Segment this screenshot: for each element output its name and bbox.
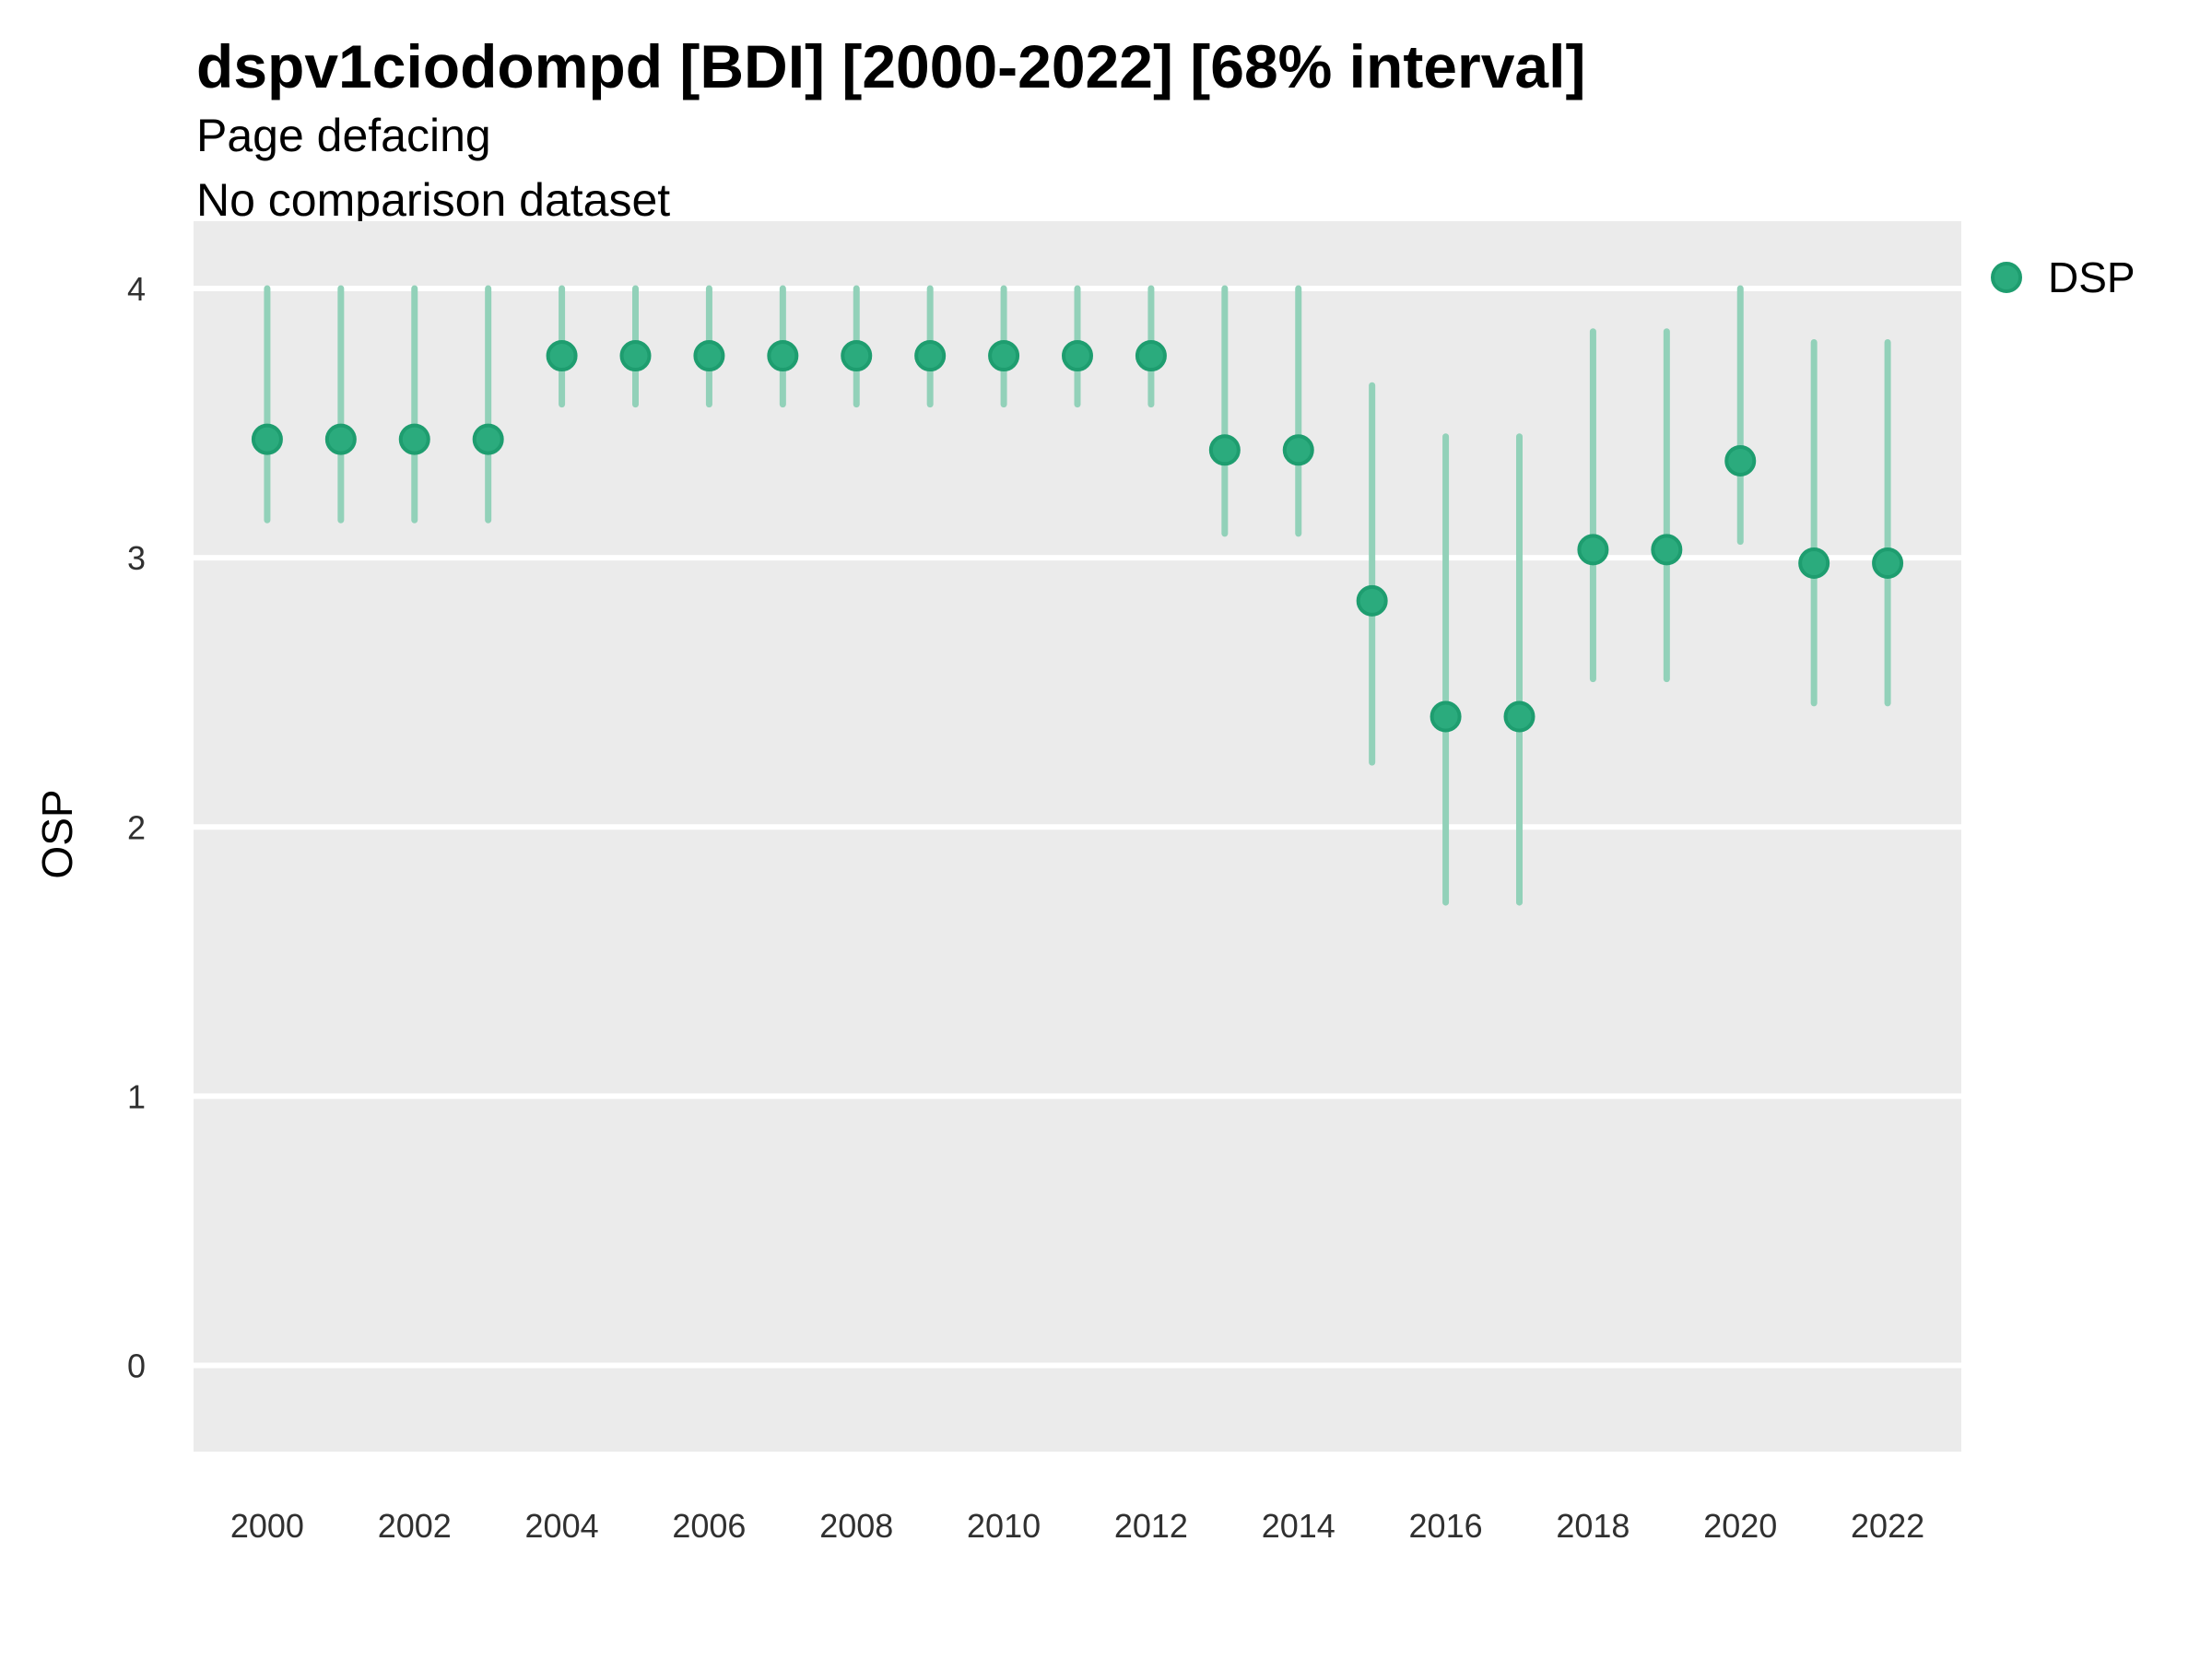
legend-label: DSP <box>2048 253 2136 301</box>
point-2000 <box>251 423 283 455</box>
point-2008 <box>841 340 873 372</box>
x-tick-2004: 2004 <box>525 1507 599 1545</box>
x-tick-2022: 2022 <box>1851 1507 1924 1545</box>
x-tick-2018: 2018 <box>1556 1507 1630 1545</box>
chart-title: dspv1ciodompd [BDI] [2000-2022] [68% int… <box>196 32 1586 100</box>
point-2016 <box>1430 700 1462 733</box>
point-2001 <box>324 423 357 455</box>
point-2021 <box>1798 547 1830 579</box>
point-2017 <box>1503 700 1535 733</box>
x-tick-2014: 2014 <box>1262 1507 1335 1545</box>
legend: DSP <box>1991 251 2136 304</box>
point-2006 <box>693 340 725 372</box>
legend-point-icon <box>1991 262 2022 293</box>
point-2022 <box>1872 547 1904 579</box>
point-2012 <box>1135 340 1167 372</box>
x-tick-2016: 2016 <box>1409 1507 1483 1545</box>
y-tick-2: 2 <box>127 808 146 846</box>
point-2010 <box>988 340 1020 372</box>
point-2002 <box>398 423 430 455</box>
point-2019 <box>1651 534 1683 566</box>
point-2005 <box>619 340 652 372</box>
y-tick-1: 1 <box>127 1077 146 1115</box>
point-2018 <box>1577 534 1609 566</box>
point-2020 <box>1724 444 1757 477</box>
point-2007 <box>767 340 799 372</box>
point-2004 <box>546 340 578 372</box>
point-2015 <box>1356 584 1388 617</box>
point-2014 <box>1282 434 1314 466</box>
point-2013 <box>1208 434 1241 466</box>
x-tick-2010: 2010 <box>967 1507 1041 1545</box>
x-tick-2012: 2012 <box>1114 1507 1188 1545</box>
chart-subtitle: Page defacing <box>196 110 491 161</box>
x-tick-2006: 2006 <box>672 1507 746 1545</box>
chart-note: No comparison dataset <box>196 174 671 226</box>
y-tick-3: 3 <box>127 539 146 577</box>
point-2011 <box>1062 340 1093 372</box>
x-tick-2008: 2008 <box>819 1507 893 1545</box>
point-2009 <box>914 340 947 372</box>
x-tick-2020: 2020 <box>1703 1507 1777 1545</box>
x-tick-2002: 2002 <box>378 1507 452 1545</box>
y-tick-4: 4 <box>127 270 146 308</box>
point-2003 <box>472 423 504 455</box>
x-tick-2000: 2000 <box>230 1507 304 1545</box>
y-tick-0: 0 <box>127 1347 146 1385</box>
